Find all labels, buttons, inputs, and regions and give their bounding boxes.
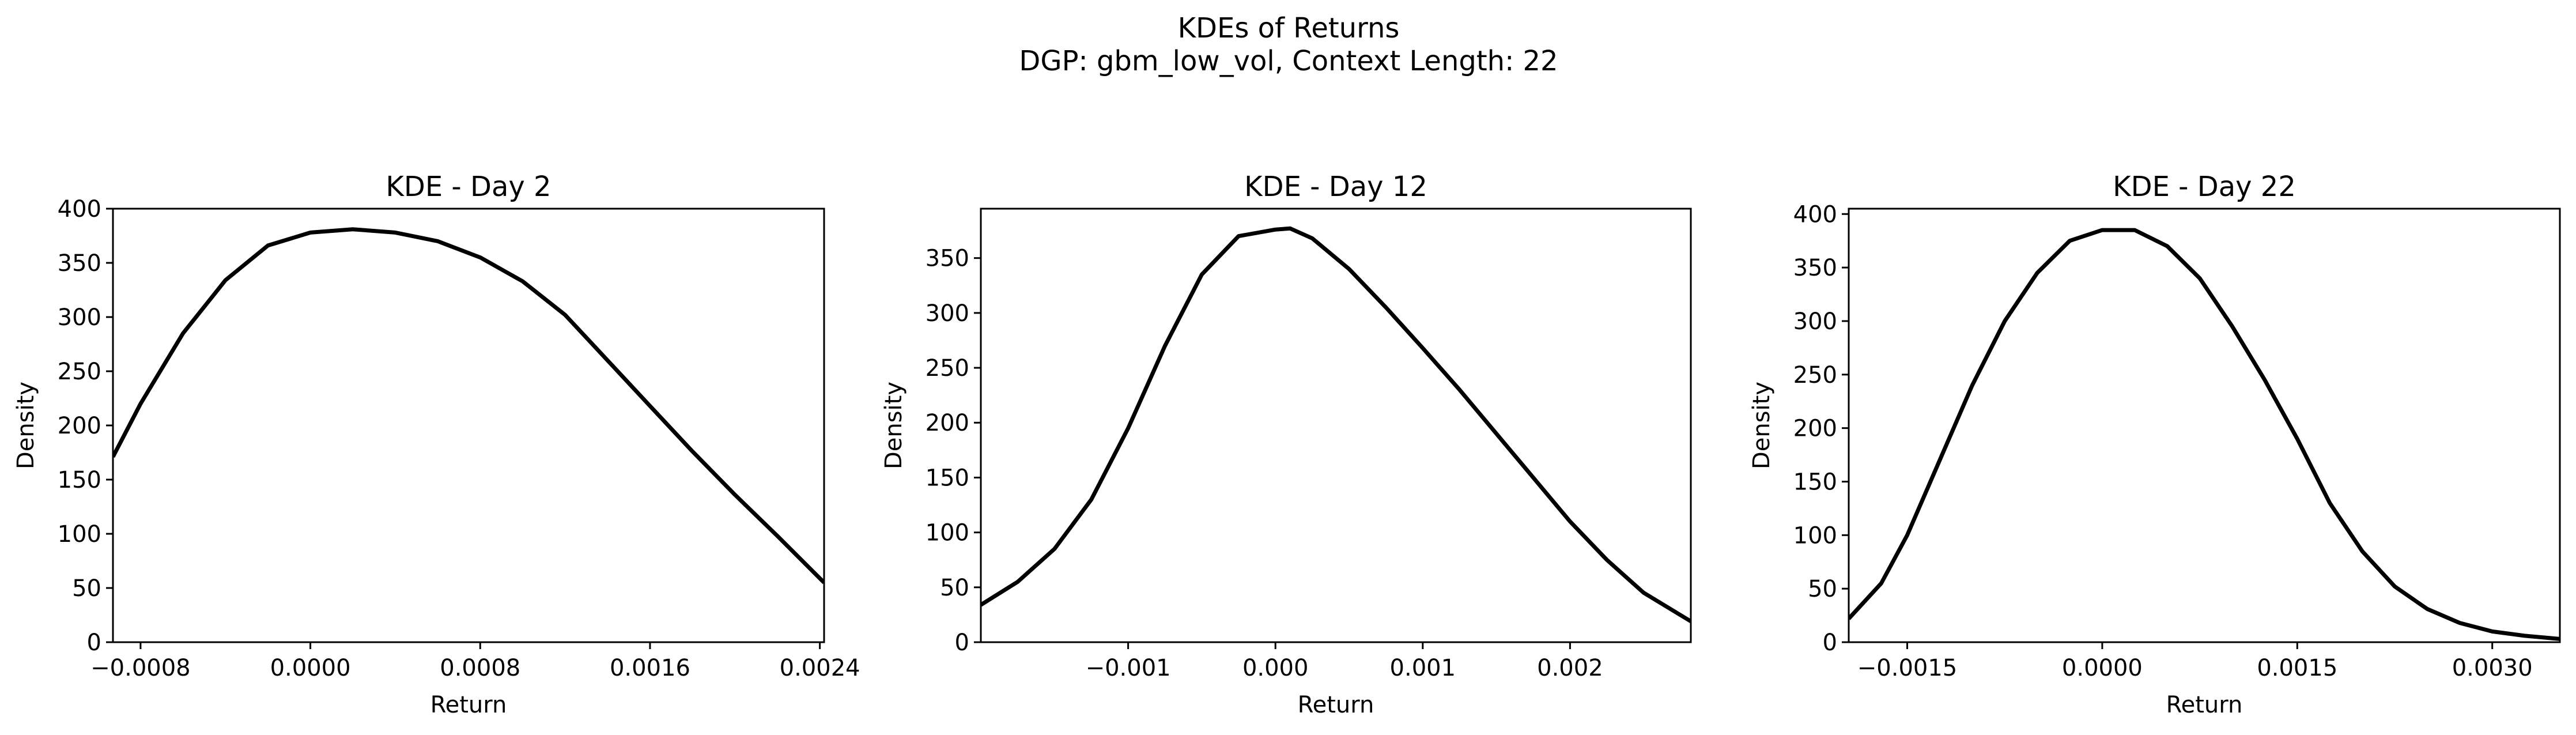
y-axis-label: Density xyxy=(881,382,907,469)
x-tick-label: 0.0000 xyxy=(2062,655,2143,681)
y-tick-label: 300 xyxy=(58,304,101,331)
x-tick-label: 0.002 xyxy=(1537,655,1603,681)
y-tick-label: 100 xyxy=(1793,522,1837,549)
kde-density-line xyxy=(1849,228,2560,641)
x-tick-label: 0.001 xyxy=(1390,655,1456,681)
y-tick-label: 350 xyxy=(58,250,101,277)
y-tick-label: 250 xyxy=(58,359,101,385)
y-tick-label: 0 xyxy=(87,630,101,656)
y-axis-label: Density xyxy=(1748,382,1775,469)
y-tick-label: 0 xyxy=(955,630,969,656)
figure-title: KDEs of Returns xyxy=(1178,12,1400,44)
y-tick-label: 400 xyxy=(1793,201,1837,228)
y-tick-label: 200 xyxy=(926,410,969,436)
subplot-title: KDE - Day 12 xyxy=(1244,171,1427,203)
x-tick-label: 0.0008 xyxy=(440,655,520,681)
kde-density-line xyxy=(113,227,824,585)
y-tick-label: 350 xyxy=(926,246,969,272)
y-tick-label: 50 xyxy=(72,575,101,602)
x-axis-label: Return xyxy=(2166,692,2243,718)
y-tick-label: 250 xyxy=(926,355,969,382)
y-tick-label: 150 xyxy=(926,465,969,491)
y-tick-label: 50 xyxy=(940,575,969,601)
x-tick-label: 0.0016 xyxy=(610,655,690,681)
y-tick-label: 150 xyxy=(58,467,101,493)
x-tick-label: −0.0015 xyxy=(1857,655,1957,681)
x-tick-label: −0.001 xyxy=(1086,655,1171,681)
y-tick-label: 100 xyxy=(926,520,969,546)
x-axis-label: Return xyxy=(430,692,507,718)
subplot-day-22: −0.0015 0.0000 0.0015 0.0030 0 50 100 150 200 250… xyxy=(1748,171,2561,718)
x-axis-label: Return xyxy=(1298,692,1374,718)
x-tick-label: 0.0024 xyxy=(780,655,860,681)
y-tick-label: 150 xyxy=(1793,469,1837,495)
y-tick-label: 200 xyxy=(1793,416,1837,442)
x-tick-label: 0.0030 xyxy=(2452,655,2533,681)
kde-density-line xyxy=(981,226,1691,623)
y-tick-label: 200 xyxy=(58,413,101,439)
x-tick-label: 0.0015 xyxy=(2257,655,2337,681)
y-tick-label: 300 xyxy=(1793,308,1837,335)
plot-area-frame xyxy=(1848,208,2561,643)
plot-area-frame xyxy=(980,208,1692,643)
y-tick-label: 250 xyxy=(1793,362,1837,389)
subplot-day-2: −0.0008 0.0000 0.0008 0.0016 0.0024 0 50 100 150… xyxy=(13,171,860,718)
x-tick-label: 0.0000 xyxy=(270,655,351,681)
figure-subtitle: DGP: gbm_low_vol, Context Length: 22 xyxy=(1019,45,1558,77)
y-tick-label: 100 xyxy=(58,521,101,548)
y-tick-label: 350 xyxy=(1793,255,1837,281)
y-tick-label: 300 xyxy=(926,300,969,327)
y-tick-label: 50 xyxy=(1808,576,1837,602)
subplot-day-12: −0.001 0.000 0.001 0.002 0 50 100 150 200 250 300 3… xyxy=(881,171,1692,718)
subplot-title: KDE - Day 22 xyxy=(2113,171,2296,203)
y-tick-label: 400 xyxy=(58,196,101,223)
subplot-title: KDE - Day 2 xyxy=(386,171,551,203)
x-tick-label: 0.000 xyxy=(1242,655,1309,681)
x-tick-label: −0.0008 xyxy=(90,655,190,681)
y-axis-label: Density xyxy=(13,382,39,469)
y-tick-label: 0 xyxy=(1823,630,1837,656)
plot-area-frame xyxy=(112,208,825,643)
